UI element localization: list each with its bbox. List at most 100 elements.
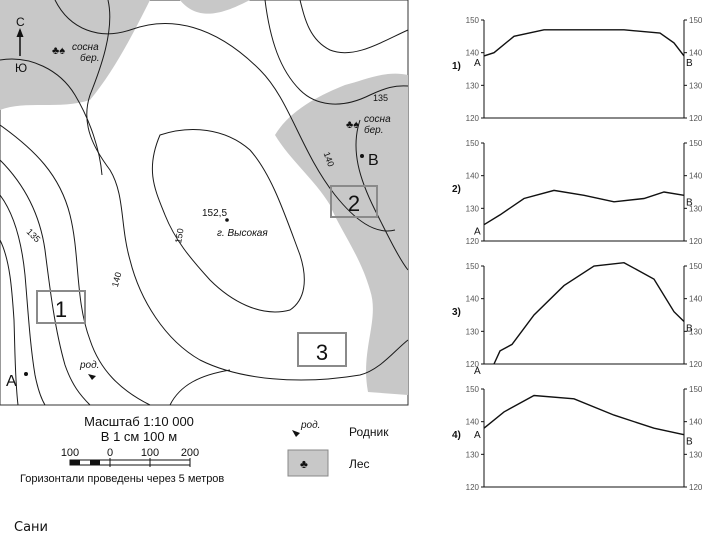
- forest-label-1-line2: бер.: [80, 52, 100, 64]
- contour-label-140-west: 140: [110, 271, 124, 288]
- profile-tick-label: 130: [466, 81, 480, 90]
- profile-tick-label: 120: [466, 114, 480, 123]
- scale-tick-0: 0: [107, 447, 113, 459]
- profile-tick-label: 120: [689, 114, 703, 123]
- profile-tick-label: 120: [466, 360, 480, 369]
- point-b-label: В: [368, 152, 379, 169]
- profile-label-b: В: [686, 324, 693, 335]
- profile-label-a: А: [474, 430, 481, 441]
- north-arrow-icon: [16, 28, 24, 37]
- profile-tick-label: 150: [466, 385, 480, 394]
- forest-area-northwest: [0, 0, 150, 110]
- tree-icon: ♣♠: [52, 45, 65, 57]
- compass: С Ю: [15, 15, 27, 75]
- scale-subtitle: В 1 см 100 м: [101, 429, 177, 444]
- profile-number: 2): [452, 184, 461, 195]
- legend-spring-name: Родник: [349, 425, 389, 439]
- profile-1: 150 150 140 140 130 130 120 120 А В 1): [452, 16, 703, 123]
- profile-tick-label: 150: [466, 16, 480, 25]
- scale-title: Масштаб 1:10 000: [84, 414, 194, 429]
- profile-tick-label: 140: [466, 172, 480, 181]
- point-a-label: А: [6, 373, 17, 390]
- forest-area-northeast: [180, 0, 250, 14]
- scale-tick-200: 200: [181, 447, 199, 459]
- spring-icon: [88, 374, 96, 380]
- spot-height: 152,5: [202, 208, 227, 219]
- profile-number: 4): [452, 430, 461, 441]
- profile-tick-label: 140: [689, 295, 703, 304]
- profile-curve: [483, 29, 685, 57]
- profile-tick-label: 150: [466, 139, 480, 148]
- profile-tick-label: 140: [689, 49, 703, 58]
- compass-north: С: [16, 15, 25, 29]
- profile-curve: [483, 189, 685, 226]
- hill-name: г. Высокая: [217, 228, 268, 239]
- forest-label-2-line1: сосна: [364, 114, 391, 125]
- forest-label-east: ♣♠ сосна бер.: [346, 114, 391, 136]
- profile-4: 150 150 140 140 130 130 120 120 А В 4): [452, 385, 703, 492]
- profile-tick-label: 150: [689, 139, 703, 148]
- contour-interval-note: Горизонтали проведены через 5 метров: [20, 473, 224, 485]
- profile-tick-label: 130: [466, 450, 480, 459]
- profile-number: 1): [452, 61, 461, 72]
- contour-label-150: 150: [173, 228, 185, 245]
- forest-area-east: [275, 73, 408, 396]
- zone-3-label: 3: [316, 340, 328, 365]
- legend-forest: ♣ Лес: [287, 449, 370, 477]
- zone-2-label: 2: [348, 191, 360, 216]
- profile-label-a: А: [474, 58, 481, 69]
- profile-curve: [493, 261, 685, 365]
- scale-tick-100: 100: [141, 447, 159, 459]
- zone-1: 1: [36, 290, 86, 324]
- profile-tick-label: 140: [466, 49, 480, 58]
- profile-tick-label: 150: [689, 262, 703, 271]
- profile-tick-label: 140: [689, 172, 703, 181]
- profile-tick-label: 120: [689, 483, 703, 492]
- forest-label-northwest: ♣♠ сосна бер.: [52, 42, 100, 64]
- profile-tick-label: 120: [466, 237, 480, 246]
- profile-tick-label: 130: [689, 204, 703, 213]
- profile-number: 3): [452, 307, 461, 318]
- contour-label-135-top: 135: [373, 93, 388, 103]
- profile-tick-label: 150: [689, 16, 703, 25]
- profile-tick-label: 120: [689, 237, 703, 246]
- forest-label-2-line2: бер.: [364, 124, 384, 136]
- legend-spring-symbol: род.: [300, 420, 320, 431]
- point-b-marker: [360, 154, 364, 158]
- caption: Сани: [14, 520, 48, 535]
- profile-tick-label: 140: [466, 418, 480, 427]
- compass-south: Ю: [15, 61, 27, 75]
- profile-curve: [483, 394, 685, 436]
- profile-tick-label: 130: [689, 81, 703, 90]
- profile-tick-label: 140: [466, 295, 480, 304]
- profile-label-a: А: [474, 366, 481, 377]
- tree-icon: ♣♠: [346, 119, 359, 131]
- profile-tick-label: 120: [466, 483, 480, 492]
- zone-3: 3: [297, 332, 347, 367]
- map-legend: Масштаб 1:10 000 В 1 см 100 м 100 0 100 …: [20, 414, 389, 485]
- zone-2: 2: [330, 185, 378, 218]
- profile-tick-label: 130: [689, 450, 703, 459]
- profile-tick-label: 130: [689, 327, 703, 336]
- tree-icon: ♣: [300, 457, 308, 471]
- point-a-marker: [24, 372, 28, 376]
- profile-tick-label: 120: [689, 360, 703, 369]
- contour-label-140-east: 140: [322, 150, 337, 168]
- profile-tick-label: 130: [466, 327, 480, 336]
- profile-tick-label: 150: [466, 262, 480, 271]
- legend-spring: род. Родник: [292, 420, 389, 439]
- topographic-map: С Ю ♣♠ сосна бер. ♣♠ сосна бер. 135 140 …: [0, 0, 409, 406]
- scale-bar: 100 0 100 200: [61, 447, 199, 467]
- summit-point: [225, 218, 229, 222]
- profile-tick-label: 150: [689, 385, 703, 394]
- spring-label: род.: [79, 360, 99, 371]
- profile-label-b: В: [686, 58, 693, 69]
- legend-forest-name: Лес: [349, 457, 370, 471]
- profile-tick-label: 140: [689, 418, 703, 427]
- forest-label-1-line1: сосна: [72, 42, 99, 53]
- spring-icon: [292, 430, 300, 437]
- profile-label-a: А: [474, 227, 481, 238]
